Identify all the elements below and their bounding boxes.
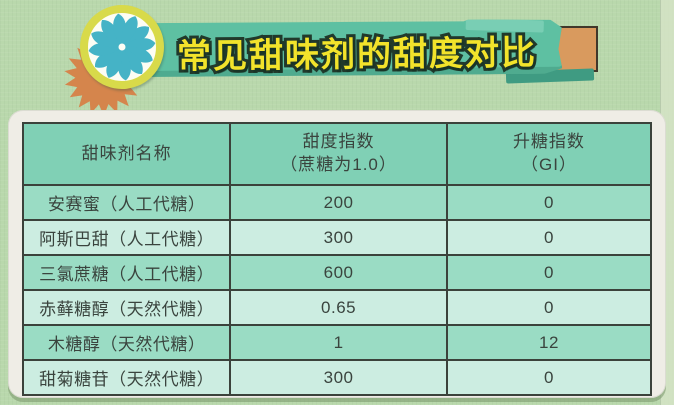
cell-gi-index: 12 (445, 324, 653, 361)
cell-gi-index: 0 (445, 254, 653, 291)
table-row: 甜菊糖苷（天然代糖） 300 0 (21, 359, 653, 396)
table-row: 木糖醇（天然代糖） 1 12 (21, 324, 653, 361)
cell-gi-index: 0 (445, 184, 653, 221)
table-row: 阿斯巴甜（人工代糖） 300 0 (21, 219, 653, 256)
cell-sweetness-index: 300 (229, 359, 448, 396)
column-header-name: 甜味剂名称 (21, 122, 232, 186)
column-header-sweetness: 甜度指数 （蔗糖为1.0） (229, 122, 448, 186)
cell-sweetness-index: 300 (229, 219, 448, 256)
column-header-sweetness-line1: 甜度指数 (302, 132, 375, 152)
cell-gi-index: 0 (445, 359, 653, 396)
table-row: 安赛蜜（人工代糖） 200 0 (21, 184, 653, 221)
cell-sweetener-name: 甜菊糖苷（天然代糖） (21, 359, 232, 396)
column-header-gi-line2: （GI） (520, 155, 577, 174)
column-header-gi-line1: 升糖指数 (512, 132, 585, 152)
cell-sweetness-index: 200 (229, 184, 448, 221)
table-row: 三氯蔗糖（人工代糖） 600 0 (21, 254, 653, 291)
cell-gi-index: 0 (445, 219, 653, 256)
sweetener-table: 甜味剂名称 甜度指数 （蔗糖为1.0） 升糖指数 （GI） 安赛蜜（人工代糖） … (21, 122, 653, 396)
cell-sweetness-index: 600 (229, 254, 448, 291)
table-header-row: 甜味剂名称 甜度指数 （蔗糖为1.0） 升糖指数 （GI） (21, 122, 653, 186)
column-header-name-label: 甜味剂名称 (81, 143, 172, 163)
cell-sweetener-name: 木糖醇（天然代糖） (21, 324, 232, 361)
candy-swirl-icon (80, 5, 164, 89)
column-header-gi: 升糖指数 （GI） (445, 122, 653, 186)
page-title: 常见甜味剂的甜度对比 (174, 31, 540, 79)
cell-sweetness-index: 1 (229, 324, 448, 361)
cell-sweetener-name: 阿斯巴甜（人工代糖） (21, 219, 232, 256)
cell-sweetness-index: 0.65 (229, 289, 448, 326)
column-header-sweetness-line2: （蔗糖为1.0） (280, 155, 397, 174)
cell-gi-index: 0 (445, 289, 653, 326)
table-row: 赤藓糖醇（天然代糖） 0.65 0 (21, 289, 653, 326)
cell-sweetener-name: 三氯蔗糖（人工代糖） (21, 254, 232, 291)
candy-blades (88, 13, 156, 81)
table-card: 甜味剂名称 甜度指数 （蔗糖为1.0） 升糖指数 （GI） 安赛蜜（人工代糖） … (8, 110, 666, 398)
cell-sweetener-name: 安赛蜜（人工代糖） (21, 184, 232, 221)
cell-sweetener-name: 赤藓糖醇（天然代糖） (21, 289, 232, 326)
